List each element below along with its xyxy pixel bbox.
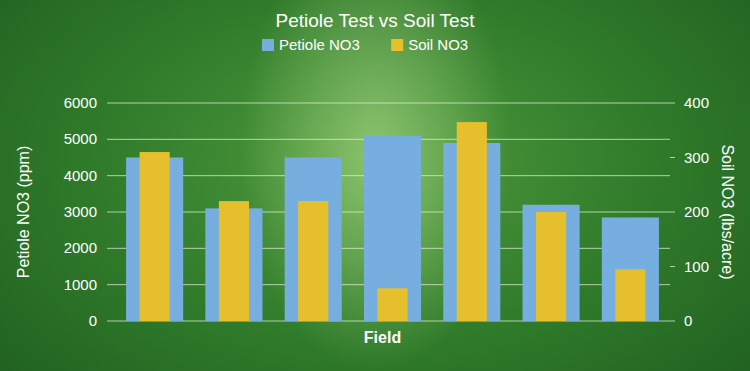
chart: Petiole Test vs Soil Test Petiole NO3 Soil… — [0, 0, 750, 371]
bar — [377, 288, 407, 321]
bar — [615, 269, 645, 321]
x-axis-label: Field — [364, 329, 401, 346]
legend-swatch — [391, 39, 403, 51]
marks — [126, 122, 659, 321]
legend: Petiole NO3 Soil NO3 — [262, 36, 468, 53]
legend-label: Petiole NO3 — [279, 36, 360, 53]
legend-swatch — [262, 39, 274, 51]
bar — [219, 201, 249, 321]
y2-tick — [670, 321, 675, 322]
y2-tick — [670, 103, 675, 104]
bar — [140, 152, 170, 321]
bar — [523, 205, 580, 321]
y2-tick-label: 300 — [684, 149, 709, 166]
y2-tick-label: 400 — [684, 94, 709, 111]
y2-tick — [670, 266, 675, 267]
y2-tick-label: 200 — [684, 203, 709, 220]
y-tick-label: 0 — [89, 312, 97, 329]
y-tick-label: 5000 — [64, 130, 97, 147]
y-tick-label: 6000 — [64, 94, 97, 111]
bar — [364, 136, 421, 321]
y2-tick — [670, 212, 675, 213]
bar — [285, 158, 342, 322]
bar — [602, 217, 659, 321]
y-tick-label: 4000 — [64, 167, 97, 184]
legend-label: Soil NO3 — [408, 36, 468, 53]
title: Petiole Test vs Soil Test — [276, 10, 476, 31]
y-axis-label: Petiole NO3 (ppm) — [15, 146, 32, 279]
bar — [536, 212, 566, 321]
y2-tick-label: 100 — [684, 258, 709, 275]
y-tick-label: 3000 — [64, 203, 97, 220]
y-tick-label: 1000 — [64, 276, 97, 293]
bar — [298, 201, 328, 321]
y2-tick-label: 0 — [684, 312, 692, 329]
y2-axis-label: Soil NO3 (lbs/acre) — [719, 144, 736, 279]
grid-line — [107, 103, 670, 104]
y-tick-label: 2000 — [64, 239, 97, 256]
bar — [457, 122, 487, 321]
y2-tick — [670, 157, 675, 158]
